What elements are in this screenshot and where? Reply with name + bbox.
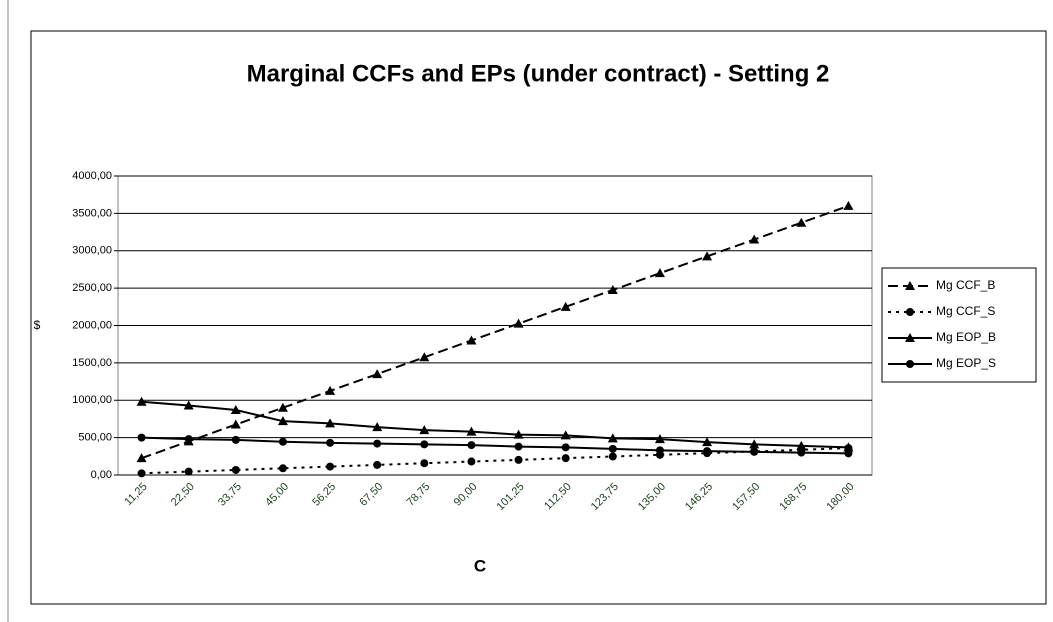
legend-label: Mg EOP_S bbox=[936, 356, 996, 370]
y-tick-label: 3500,00 bbox=[72, 207, 112, 219]
marker bbox=[703, 447, 712, 456]
marker bbox=[607, 284, 618, 294]
series-line bbox=[141, 436, 849, 455]
marker bbox=[231, 435, 240, 444]
marker bbox=[231, 465, 240, 474]
chart-title: Marginal CCFs and EPs (under contract) -… bbox=[247, 60, 830, 87]
marker bbox=[796, 217, 807, 227]
x-axis-label: C bbox=[474, 556, 486, 575]
marker bbox=[277, 416, 288, 426]
legend-marker bbox=[906, 360, 914, 368]
marker bbox=[419, 425, 430, 435]
marker bbox=[797, 448, 806, 457]
marker bbox=[372, 422, 383, 432]
series-line bbox=[141, 447, 849, 475]
marker bbox=[326, 462, 335, 471]
marker bbox=[561, 443, 570, 452]
marker bbox=[749, 439, 760, 449]
y-tick-label: 2500,00 bbox=[72, 282, 112, 294]
y-tick-label: 3000,00 bbox=[72, 245, 112, 257]
marker bbox=[513, 318, 524, 328]
marker bbox=[514, 442, 523, 451]
marker bbox=[560, 430, 571, 440]
marker bbox=[183, 400, 194, 410]
marker bbox=[702, 251, 713, 261]
y-tick-label: 500,00 bbox=[78, 432, 112, 444]
marker bbox=[230, 419, 241, 429]
marker bbox=[513, 429, 524, 439]
marker bbox=[796, 440, 807, 450]
marker bbox=[749, 234, 760, 244]
marker bbox=[702, 437, 713, 447]
marker bbox=[184, 467, 193, 476]
marker bbox=[136, 453, 147, 463]
marker bbox=[136, 396, 147, 406]
marker bbox=[467, 441, 476, 450]
marker bbox=[372, 369, 383, 379]
marker bbox=[325, 385, 336, 395]
legend-label: Mg CCF_B bbox=[936, 278, 995, 292]
marker bbox=[561, 454, 570, 463]
marker bbox=[560, 301, 571, 311]
marker bbox=[467, 457, 476, 466]
marker bbox=[230, 404, 241, 414]
legend-label: Mg EOP_B bbox=[936, 330, 996, 344]
marker bbox=[326, 438, 335, 447]
y-tick-label: 0,00 bbox=[91, 469, 112, 481]
legend-marker bbox=[905, 333, 915, 342]
legend-marker bbox=[905, 281, 915, 290]
marker bbox=[373, 439, 382, 448]
y-tick-label: 2000,00 bbox=[72, 319, 112, 331]
marker bbox=[137, 469, 146, 478]
marker bbox=[844, 449, 853, 458]
y-tick-label: 1000,00 bbox=[72, 394, 112, 406]
marker bbox=[137, 433, 146, 442]
marker bbox=[608, 452, 617, 461]
legend-label: Mg CCF_S bbox=[936, 304, 995, 318]
marker bbox=[607, 433, 618, 443]
marker bbox=[278, 464, 287, 473]
marker bbox=[655, 446, 664, 455]
marker bbox=[420, 459, 429, 468]
marker bbox=[278, 437, 287, 446]
marker bbox=[420, 440, 429, 449]
marker bbox=[325, 418, 336, 428]
marker bbox=[843, 442, 854, 452]
y-tick-label: 4000,00 bbox=[72, 170, 112, 182]
marker bbox=[608, 444, 617, 453]
marker bbox=[466, 335, 477, 345]
marker bbox=[654, 434, 665, 444]
marker bbox=[466, 426, 477, 436]
marker bbox=[514, 455, 523, 464]
marker bbox=[373, 460, 382, 469]
marker bbox=[654, 268, 665, 278]
marker bbox=[277, 402, 288, 412]
marker bbox=[843, 200, 854, 210]
marker bbox=[419, 352, 430, 362]
y-tick-label: 1500,00 bbox=[72, 357, 112, 369]
marker bbox=[184, 435, 193, 444]
series-line bbox=[141, 400, 849, 449]
y-axis-label: $ bbox=[34, 318, 41, 332]
legend-marker bbox=[906, 308, 914, 316]
marker bbox=[750, 447, 759, 456]
